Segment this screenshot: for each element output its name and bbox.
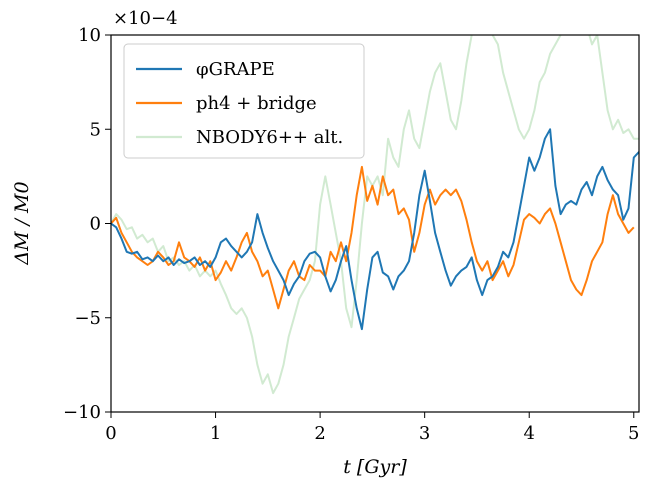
- x-tick-label-0: 0: [105, 423, 116, 444]
- x-tick-label-4: 4: [523, 423, 534, 444]
- x-tick-label-1: 1: [210, 423, 221, 444]
- legend-label-2: NBODY6++ alt.: [196, 127, 343, 148]
- x-axis-label: t [Gyr]: [343, 456, 407, 478]
- series-line-1: [111, 165, 635, 310]
- y-tick-label-0: −10: [63, 402, 101, 423]
- legend-label-1: ph4 + bridge: [196, 93, 317, 114]
- x-axis: 0 1 2 3 4 5: [105, 412, 639, 444]
- legend-label-0: φGRAPE: [196, 59, 275, 80]
- x-tick-label-2: 2: [314, 423, 325, 444]
- series-line-2: [111, 35, 639, 395]
- series-line-0: [111, 128, 639, 331]
- legend: φGRAPE ph4 + bridge NBODY6++ alt.: [123, 43, 365, 159]
- y-tick-label-3: 5: [90, 119, 101, 140]
- series-layer: [111, 35, 639, 395]
- y-axis: −10 −5 0 5 10: [63, 25, 111, 423]
- legend-box: [123, 43, 365, 159]
- y-axis-label: ΔM / M0: [11, 181, 33, 265]
- x-tick-label-3: 3: [419, 423, 430, 444]
- y-multiplier-label: ×10−4: [113, 8, 178, 29]
- y-tick-label-1: −5: [74, 308, 101, 329]
- y-tick-label-4: 10: [78, 25, 101, 46]
- y-tick-label-2: 0: [90, 214, 101, 235]
- x-tick-label-5: 5: [628, 423, 639, 444]
